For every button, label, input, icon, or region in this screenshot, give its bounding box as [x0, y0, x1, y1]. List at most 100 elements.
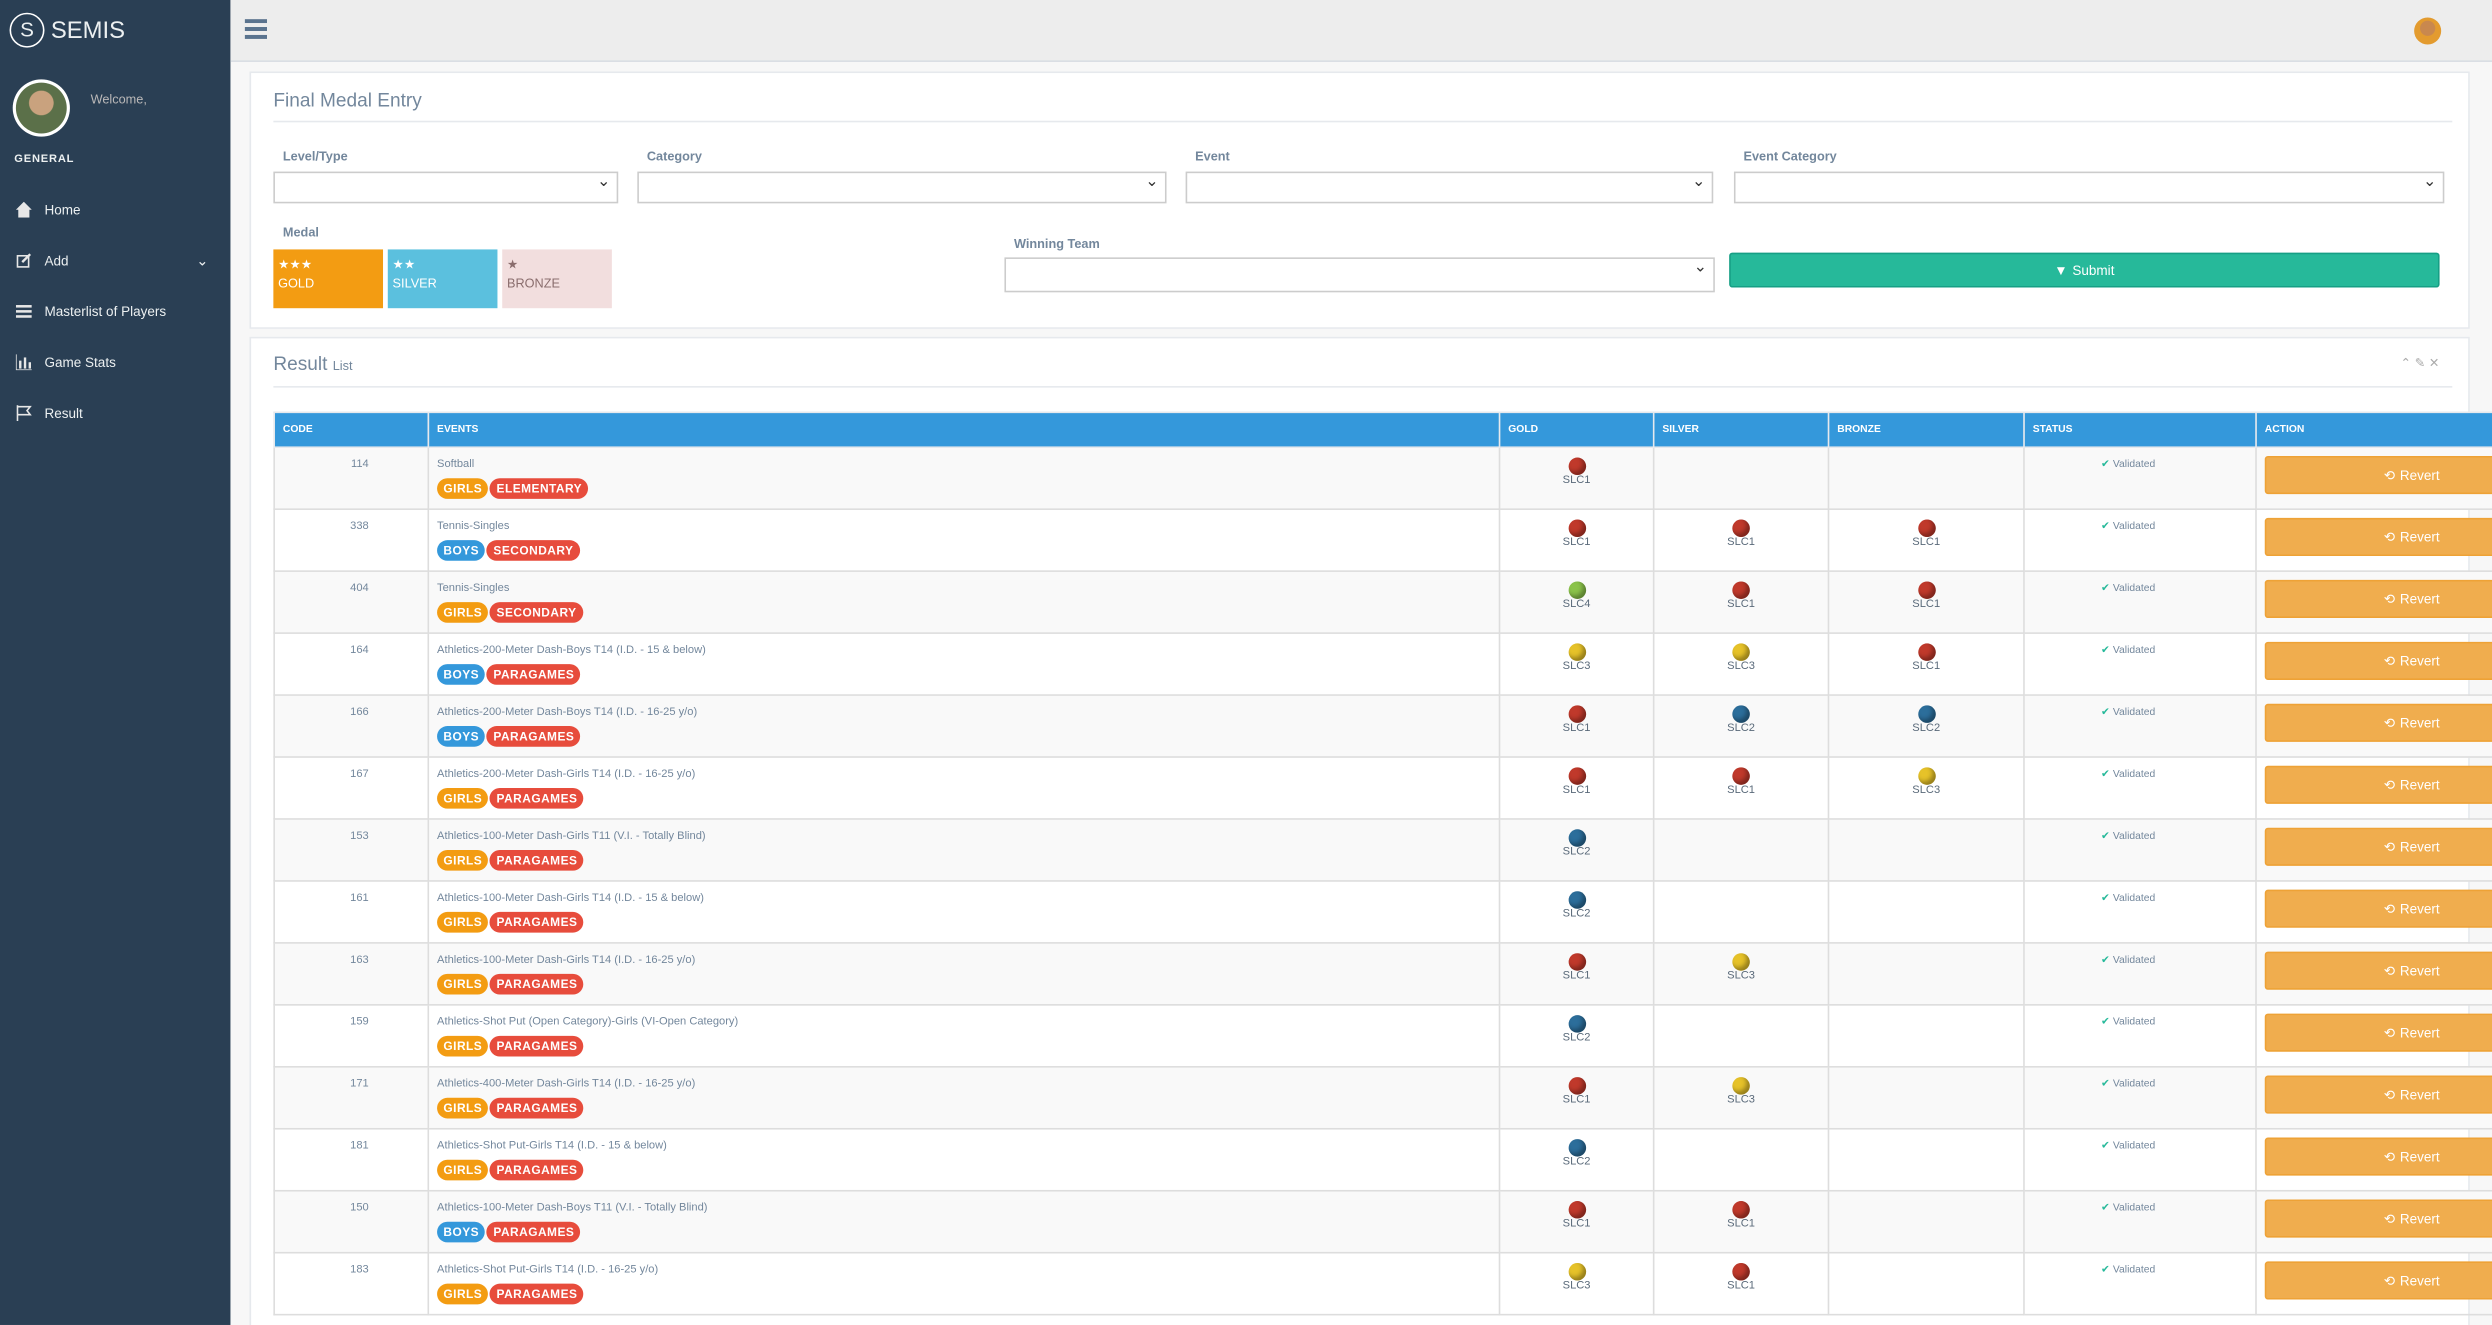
- revert-button[interactable]: ⟲Revert: [2265, 1076, 2492, 1114]
- revert-button[interactable]: ⟲Revert: [2265, 766, 2492, 804]
- action-cell: ⟲Revert: [2256, 1253, 2492, 1315]
- code: 153: [274, 819, 428, 881]
- team-name: SLC1: [1662, 537, 1819, 548]
- check-icon: ✔: [2101, 831, 2110, 842]
- menu-item[interactable]: Result: [0, 388, 230, 439]
- code: 161: [274, 881, 428, 943]
- medal-stars: ★★★: [278, 256, 378, 275]
- team-name: SLC1: [1837, 661, 2015, 672]
- medal-option[interactable]: ★BRONZE: [502, 249, 612, 308]
- table-row: 150Athletics-100-Meter Dash-Boys T11 (V.…: [274, 1191, 2492, 1253]
- select[interactable]: [637, 172, 1166, 204]
- event-name: Athletics-100-Meter Dash-Boys T11 (V.I. …: [437, 1203, 1491, 1214]
- revert-button[interactable]: ⟲Revert: [2265, 1138, 2492, 1176]
- event-cell: Athletics-100-Meter Dash-Girls T11 (V.I.…: [428, 819, 1499, 881]
- menu: HomeAdd⌄Masterlist of PlayersGame StatsR…: [0, 184, 230, 438]
- menu-toggle[interactable]: [245, 19, 267, 40]
- select[interactable]: [1734, 172, 2444, 204]
- revert-button[interactable]: ⟲Revert: [2265, 456, 2492, 494]
- event-name: Athletics-100-Meter Dash-Girls T14 (I.D.…: [437, 955, 1491, 966]
- team-name: SLC1: [1508, 1095, 1645, 1106]
- revert-button[interactable]: ⟲ Revert: [2265, 518, 2492, 556]
- event-cell: Tennis-SinglesBOYSSECONDARY: [428, 509, 1499, 571]
- table-row: 183Athletics-Shot Put-Girls T14 (I.D. - …: [274, 1253, 2492, 1315]
- status-cell: ✔Validated: [2024, 633, 2256, 695]
- table-row: 114SoftballGIRLSELEMENTARYSLC1✔Validated…: [274, 447, 2492, 509]
- gender-badge: GIRLS: [437, 1036, 489, 1057]
- table-row: 166Athletics-200-Meter Dash-Boys T14 (I.…: [274, 695, 2492, 757]
- event-cell: SoftballGIRLSELEMENTARY: [428, 447, 1499, 509]
- code: 114: [274, 447, 428, 509]
- silver-cell: SLC2: [1654, 695, 1829, 757]
- revert-button[interactable]: ⟲Revert: [2265, 1199, 2492, 1237]
- event-name: Tennis-Singles: [437, 521, 1491, 532]
- column-header: CODE: [274, 412, 428, 447]
- event-name: Athletics-200-Meter Dash-Girls T14 (I.D.…: [437, 769, 1491, 780]
- brand[interactable]: SSEMIS: [10, 13, 126, 48]
- action-cell: ⟲Revert: [2256, 571, 2492, 633]
- revert-label: Revert: [2400, 1211, 2440, 1227]
- gold-cell: SLC2: [1500, 1129, 1654, 1191]
- gold-cell: SLC1: [1500, 1191, 1654, 1253]
- table-row: 167Athletics-200-Meter Dash-Girls T14 (I…: [274, 757, 2492, 819]
- team-name: SLC3: [1662, 971, 1819, 982]
- team-name: SLC1: [1508, 785, 1645, 796]
- select[interactable]: [273, 172, 618, 204]
- gold-cell: SLC1: [1500, 447, 1654, 509]
- status: Validated: [2113, 521, 2155, 532]
- revert-button[interactable]: ⟲Revert: [2265, 642, 2492, 680]
- revert-button[interactable]: ⟲Revert: [2265, 828, 2492, 866]
- team-name: SLC2: [1662, 723, 1819, 734]
- revert-button[interactable]: ⟲Revert: [2265, 890, 2492, 928]
- menu-icon: [16, 253, 32, 269]
- user-avatar[interactable]: [2414, 17, 2441, 44]
- sidebar: SSEMIS Welcome, GENERAL HomeAdd⌄Masterli…: [0, 0, 230, 1325]
- code: 183: [274, 1253, 428, 1315]
- team-name: SLC3: [1508, 661, 1645, 672]
- submit-button[interactable]: ▼Submit: [1729, 253, 2439, 288]
- bronze-cell: SLC3: [1828, 757, 2023, 819]
- team-name: SLC3: [1662, 661, 1819, 672]
- revert-button[interactable]: ⟲Revert: [2265, 952, 2492, 990]
- menu-item[interactable]: Home: [0, 184, 230, 235]
- revert-label: Revert: [2400, 529, 2440, 545]
- medal-label: Medal: [283, 226, 319, 240]
- status-cell: ✔Validated: [2024, 943, 2256, 1005]
- table-row: 171Athletics-400-Meter Dash-Girls T14 (I…: [274, 1067, 2492, 1129]
- event-cell: Athletics-400-Meter Dash-Girls T14 (I.D.…: [428, 1067, 1499, 1129]
- level-badge: PARAGAMES: [490, 1284, 584, 1305]
- team-logo: [1917, 705, 1934, 722]
- status-cell: ✔Validated: [2024, 695, 2256, 757]
- menu-item[interactable]: Game Stats: [0, 337, 230, 388]
- team-name: SLC1: [1837, 599, 2015, 610]
- panel-tools[interactable]: ⌃ ✎ ✕: [2401, 356, 2440, 370]
- team-name: SLC2: [1508, 847, 1645, 858]
- event-name: Athletics-Shot Put (Open Category)-Girls…: [437, 1017, 1491, 1028]
- medal-option[interactable]: ★★SILVER: [388, 249, 498, 308]
- team-label: Winning Team: [1014, 237, 1100, 251]
- revert-button[interactable]: ⟲Revert: [2265, 1261, 2492, 1299]
- submit-label: Submit: [2072, 262, 2114, 278]
- gold-cell: SLC3: [1500, 1253, 1654, 1315]
- menu-item[interactable]: Masterlist of Players: [0, 286, 230, 337]
- select[interactable]: [1186, 172, 1714, 204]
- revert-button[interactable]: ⟲Revert: [2265, 1014, 2492, 1052]
- medal-name: SILVER: [393, 275, 493, 294]
- select[interactable]: [1004, 257, 1714, 292]
- menu-item[interactable]: Add⌄: [0, 235, 230, 286]
- form-title: Final Medal Entry: [273, 89, 421, 111]
- level-badge: PARAGAMES: [490, 1160, 584, 1181]
- medal-option[interactable]: ★★★GOLD: [273, 249, 383, 308]
- revert-button[interactable]: ⟲Revert: [2265, 580, 2492, 618]
- status: Validated: [2113, 1265, 2155, 1276]
- revert-icon: ⟲: [2384, 528, 2395, 545]
- team-name: SLC2: [1508, 909, 1645, 920]
- column-header: GOLD: [1500, 412, 1654, 447]
- field-label: Category: [647, 149, 702, 163]
- code: 159: [274, 1005, 428, 1067]
- field-label: Event Category: [1743, 149, 1836, 163]
- team-logo: [1732, 1077, 1749, 1094]
- revert-button[interactable]: ⟲Revert: [2265, 704, 2492, 742]
- bronze-cell: [1828, 881, 2023, 943]
